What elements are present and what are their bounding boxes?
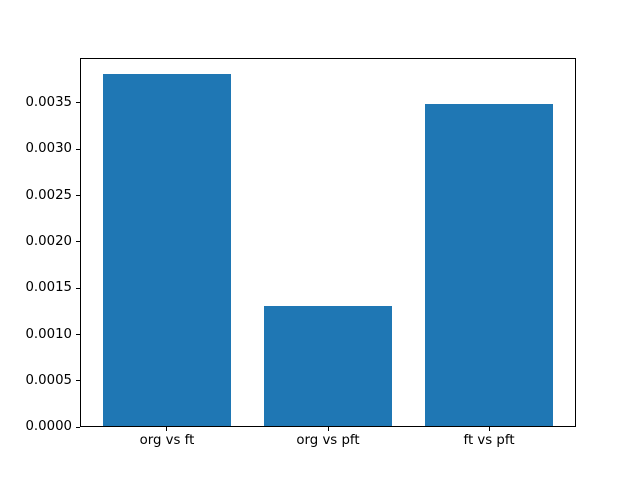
x-tick-mark xyxy=(488,427,490,432)
y-tick-label: 0.0030 xyxy=(25,141,72,157)
y-tick-label: 0.0035 xyxy=(25,94,72,110)
y-tick-mark xyxy=(76,334,80,336)
y-tick-mark xyxy=(76,102,80,104)
x-tick-mark xyxy=(166,427,168,432)
x-tick-label: org vs pft xyxy=(296,433,360,449)
bar-org-vs-pft xyxy=(263,305,393,427)
x-tick-mark xyxy=(327,427,329,432)
y-tick-label: 0.0005 xyxy=(25,372,72,388)
y-tick-mark xyxy=(76,148,80,150)
x-tick-label: org vs ft xyxy=(139,433,195,449)
y-tick-label: 0.0015 xyxy=(25,280,72,296)
bar-org-vs-ft xyxy=(102,74,232,427)
y-tick-mark xyxy=(76,426,80,428)
y-tick-label: 0.0020 xyxy=(25,233,72,249)
plot-area xyxy=(80,57,576,428)
y-tick-mark xyxy=(76,195,80,197)
y-tick-mark xyxy=(76,380,80,382)
y-tick-label: 0.0025 xyxy=(25,187,72,203)
y-tick-mark xyxy=(76,241,80,243)
y-tick-label: 0.0010 xyxy=(25,326,72,342)
x-tick-label: ft vs pft xyxy=(463,433,515,449)
y-tick-mark xyxy=(76,287,80,289)
bar-ft-vs-pft xyxy=(424,103,554,427)
y-tick-label: 0.0000 xyxy=(25,419,72,435)
